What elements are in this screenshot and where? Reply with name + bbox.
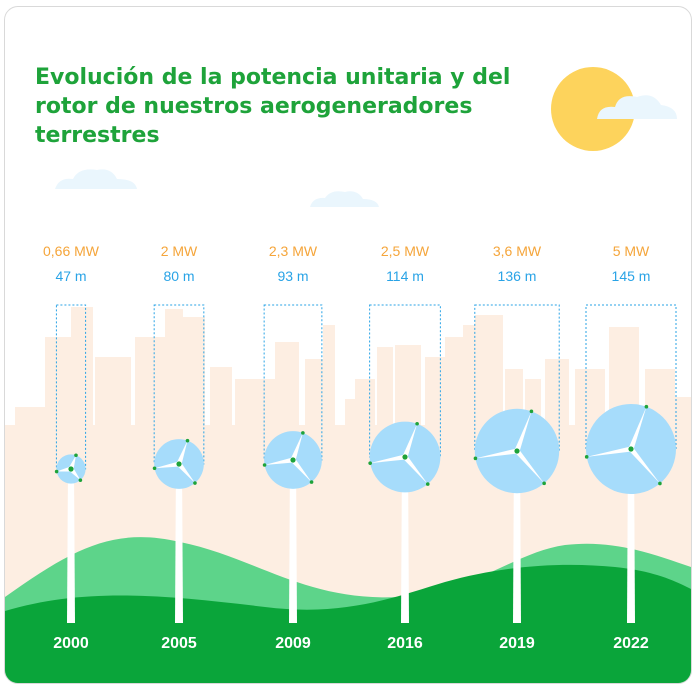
chart-title: Evolución de la potencia unitaria y del …: [35, 65, 511, 148]
building: [210, 367, 232, 457]
blade-tip: [78, 478, 83, 482]
blade-tip: [185, 438, 190, 443]
blade: [586, 446, 632, 457]
building: [183, 317, 205, 457]
blade-tip: [301, 431, 305, 435]
tower-2005: [175, 464, 183, 623]
building: [425, 357, 447, 457]
blade: [56, 466, 72, 472]
turbine-scene: [5, 67, 691, 683]
power-label-2022: 5 MW: [612, 243, 650, 259]
blade: [264, 457, 294, 466]
blade-tip: [309, 480, 314, 484]
cloud-icon: [310, 191, 379, 207]
rotor-label-2022: 145 m: [611, 268, 651, 284]
building: [323, 325, 335, 455]
rotor-label-2019: 136 m: [497, 268, 537, 284]
blade-tip: [54, 469, 59, 474]
power-label-2019: 3,6 MW: [492, 243, 542, 259]
blade-tip: [193, 481, 197, 485]
rotor-label-2000: 47 m: [55, 268, 87, 284]
sun-icon: [551, 67, 635, 151]
blade: [177, 462, 195, 484]
rotor-label-2016: 114 m: [386, 268, 424, 284]
building: [15, 407, 45, 447]
blade-tip: [529, 409, 534, 414]
building: [95, 357, 131, 457]
blade: [154, 461, 180, 469]
blade: [514, 411, 532, 452]
power-label-2005: 2 MW: [160, 243, 198, 259]
hub-2009: [290, 457, 296, 463]
year-label-2000: 2000: [53, 635, 89, 652]
cloud-icon: [597, 95, 677, 119]
blade: [475, 448, 518, 459]
blade-tip: [262, 463, 267, 467]
blade: [176, 440, 188, 465]
blade: [403, 455, 428, 485]
infographic-card: Evolución de la potencia unitaria y del …: [4, 6, 692, 684]
blade-tip: [368, 461, 372, 465]
power-label-2009: 2,3 MW: [268, 243, 318, 259]
blade: [402, 423, 418, 458]
hub-2000: [68, 466, 74, 472]
blade: [628, 406, 647, 450]
power-label-2016: 2,5 MW: [380, 243, 430, 259]
building: [165, 309, 183, 449]
rotor-bracket-2016: [369, 304, 441, 458]
building: [675, 397, 691, 457]
blade: [290, 432, 303, 461]
blade-tip: [644, 404, 649, 409]
blade: [370, 454, 406, 464]
blade: [68, 455, 76, 470]
building: [463, 325, 475, 455]
blade-tip: [74, 453, 78, 458]
tower-2000: [67, 469, 75, 623]
blade-tip: [584, 455, 589, 459]
power-label-2000: 0,66 MW: [42, 243, 99, 259]
building: [445, 337, 463, 457]
blade: [515, 449, 545, 484]
blade-tip: [658, 481, 662, 486]
tower-2016: [401, 457, 409, 623]
hub-2019: [514, 448, 520, 454]
building: [355, 379, 375, 459]
blade-tip: [415, 421, 419, 426]
blade: [291, 458, 312, 483]
hub-2016: [402, 454, 408, 460]
blade-tip: [542, 481, 546, 486]
blade-tip: [425, 482, 430, 486]
rotor-label-2005: 80 m: [163, 268, 195, 284]
rotor-label-2009: 93 m: [277, 268, 309, 284]
year-label-2009: 2009: [275, 635, 311, 652]
building: [71, 307, 93, 447]
hub-2022: [628, 446, 634, 452]
building: [45, 337, 71, 457]
blade-tip: [473, 456, 478, 461]
year-label-2016: 2016: [387, 635, 423, 652]
building: [135, 337, 165, 457]
rotor-bracket-2022: [585, 304, 677, 450]
cloud-icon: [55, 169, 137, 189]
tower-2009: [289, 460, 297, 623]
tower-2019: [513, 451, 521, 623]
blade-tip: [152, 466, 157, 471]
year-label-2019: 2019: [499, 635, 535, 652]
hub-2005: [176, 461, 182, 467]
blade: [629, 447, 660, 484]
year-label-2005: 2005: [161, 635, 197, 652]
year-label-2022: 2022: [613, 635, 649, 652]
rotor-bracket-2000: [55, 304, 87, 470]
